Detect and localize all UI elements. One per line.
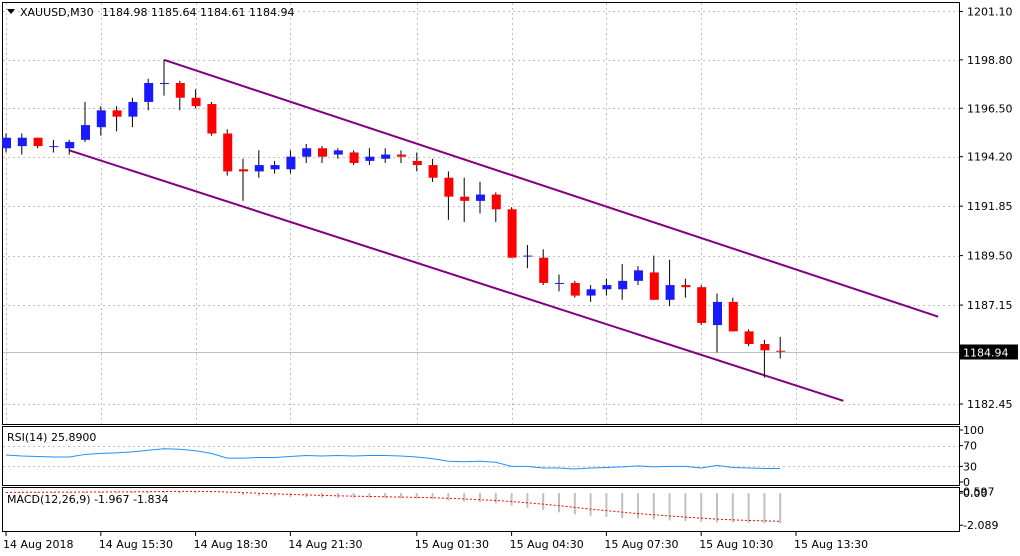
rsi-indicator	[5, 448, 781, 470]
candle-body	[65, 141, 75, 149]
candle-body	[539, 257, 549, 283]
price-tick-label: 1191.85	[967, 200, 1013, 213]
candle-body	[491, 194, 501, 210]
candle-body	[160, 82, 169, 84]
price-axis: 1201.10 1198.80 1196.50 1194.20 1191.85 1189.…	[959, 5, 1013, 411]
price-tick-label: 1189.50	[967, 250, 1013, 263]
candle-body	[254, 165, 264, 172]
macd-tick-label: -2.089	[963, 519, 998, 532]
macd-label: MACD(12,26,9) -1.967 -1.834	[7, 493, 168, 506]
candle-body	[428, 165, 438, 178]
candle-body	[144, 82, 154, 102]
candles[interactable]	[2, 59, 786, 378]
current-price-tag: 1184.94	[960, 344, 1018, 360]
candle-body	[649, 272, 659, 300]
candle-body	[333, 150, 343, 155]
candle-body	[507, 209, 517, 258]
time-tick-label: 14 Aug 21:30	[288, 538, 362, 551]
candle-body	[412, 160, 422, 166]
candle-body	[223, 133, 233, 172]
time-tick-label: 15 Aug 07:30	[604, 538, 678, 551]
symbol-label: XAUUSD,M30	[20, 6, 94, 19]
descending-channel[interactable]	[68, 58, 939, 402]
candle-body	[270, 165, 280, 170]
price-tick-label: 1198.80	[967, 54, 1013, 67]
rsi-tick-label: 0	[963, 476, 970, 489]
price-pane-frame	[2, 2, 960, 425]
time-tick-label: 15 Aug 10:30	[699, 538, 773, 551]
candle-body	[760, 344, 770, 351]
candle-body	[96, 110, 106, 128]
rsi-label: RSI(14) 25.8900	[7, 431, 96, 444]
candle-body	[191, 97, 201, 107]
rsi-tick-label: 70	[963, 440, 977, 453]
macd-tick-label: 0.00	[963, 487, 988, 500]
candle-body	[49, 146, 59, 148]
rsi-tick-label: 100	[963, 424, 984, 437]
candle-body	[728, 301, 738, 332]
macd-signal-line	[5, 490, 781, 522]
candle-body	[81, 125, 90, 140]
candle-body	[602, 285, 612, 290]
candle-body	[175, 82, 185, 98]
time-tick-label: 15 Aug 04:30	[510, 538, 584, 551]
candle-body	[586, 289, 596, 296]
candle-body	[397, 154, 406, 157]
candle-body	[112, 110, 122, 117]
candle-body	[349, 152, 359, 163]
candle-body	[128, 101, 138, 117]
candle-body	[570, 282, 580, 296]
time-tick-label: 15 Aug 01:30	[415, 538, 489, 551]
rsi-axis: 100 70 30 0	[3, 424, 984, 489]
macd-pane-frame	[2, 487, 960, 532]
candle-body	[239, 169, 248, 172]
candle-body	[681, 285, 691, 288]
price-tick-label: 1196.50	[967, 102, 1013, 115]
rsi-pane-frame	[2, 426, 960, 486]
candle-body	[713, 301, 722, 326]
candle-body	[555, 282, 564, 284]
ohlc-readout: 1184.98 1185.64 1184.61 1184.94	[102, 6, 294, 19]
macd-indicator	[5, 490, 782, 524]
price-tick-label: 1201.10	[967, 5, 1013, 18]
time-tick-label: 14 Aug 18:30	[194, 538, 268, 551]
price-tick-label: 1194.20	[967, 151, 1013, 164]
candle-body	[365, 156, 375, 161]
candle-body	[207, 104, 217, 134]
candle-body	[618, 280, 628, 290]
candle-body	[286, 156, 296, 170]
price-tick-label: 1187.15	[967, 299, 1013, 312]
grid	[3, 3, 959, 424]
channel-lower-line	[68, 149, 844, 402]
candle-body	[665, 285, 675, 300]
macd-tick-label: 0.597	[963, 486, 995, 499]
candle-body	[2, 137, 11, 149]
rsi-line	[5, 448, 781, 470]
candle-body	[33, 137, 43, 147]
rsi-tick-label: 30	[963, 460, 977, 473]
candle-body	[318, 148, 327, 157]
time-axis: 14 Aug 2018 14 Aug 15:30 14 Aug 18:30 14 Au…	[3, 532, 868, 551]
collapse-triangle-icon[interactable]	[7, 9, 15, 14]
candle-body	[460, 196, 470, 201]
candle-body	[17, 137, 27, 147]
channel-upper-line	[163, 58, 939, 318]
time-tick-label: 14 Aug 15:30	[99, 538, 173, 551]
time-tick-label: 15 Aug 13:30	[794, 538, 868, 551]
candle-body	[302, 148, 312, 157]
candle-body	[523, 255, 533, 257]
svg-text:1184.94: 1184.94	[963, 347, 1009, 360]
candle-body	[381, 154, 391, 159]
candle-body	[776, 350, 786, 352]
candle-body	[697, 287, 707, 323]
candle-body	[634, 270, 643, 281]
candle-body	[476, 194, 485, 201]
candle-body	[744, 331, 754, 345]
candle-body	[444, 177, 454, 197]
time-tick-label: 14 Aug 2018	[3, 538, 73, 551]
price-tick-label: 1182.45	[967, 398, 1013, 411]
